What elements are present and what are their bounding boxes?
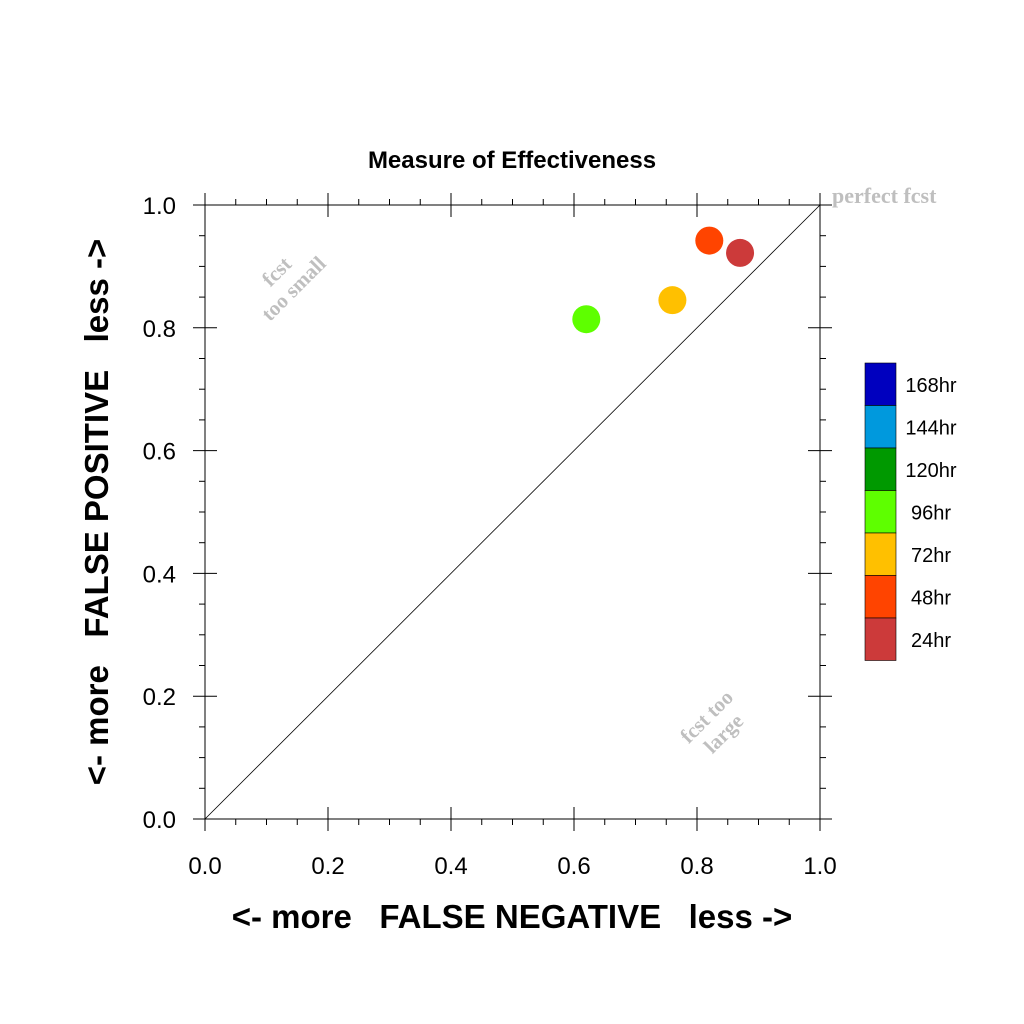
- legend: 168hr 144hr 120hr 96hr 72hr 48hr 24hr: [864, 362, 957, 661]
- point-24hr: [726, 238, 755, 267]
- y-tick-label: 0.8: [143, 316, 176, 343]
- y-tick-label: 1.0: [143, 193, 176, 220]
- plot-area: [193, 193, 832, 831]
- legend-swatch-168hr: [864, 362, 897, 406]
- legend-label-48hr: 48hr: [911, 588, 951, 610]
- legend-swatch-48hr: [864, 575, 897, 619]
- point-96hr: [572, 305, 601, 334]
- legend-swatch-72hr: [864, 532, 897, 576]
- y-tick-labels: 0.0 0.2 0.4 0.6 0.8 1.0: [143, 193, 176, 834]
- x-tick-label: 0.6: [557, 853, 590, 880]
- y-tick-label: 0.0: [143, 807, 176, 834]
- x-axis-label: <- more FALSE NEGATIVE less ->: [232, 898, 793, 935]
- too-small-annotation: fcst too small: [256, 251, 330, 325]
- legend-label-144hr: 144hr: [905, 418, 956, 440]
- x-tick-label: 0.2: [311, 853, 344, 880]
- y-tick-label: 0.4: [143, 561, 176, 588]
- legend-swatch-144hr: [864, 405, 897, 449]
- y-axis-label: <- more FALSE POSITIVE less ->: [78, 239, 115, 786]
- legend-label-24hr: 24hr: [911, 630, 951, 652]
- diagonal-reference-line: [204, 204, 821, 820]
- point-72hr: [658, 286, 687, 315]
- y-tick-label: 0.2: [143, 684, 176, 711]
- legend-label-72hr: 72hr: [911, 545, 951, 567]
- legend-label-120hr: 120hr: [905, 460, 956, 482]
- x-tick-label: 1.0: [803, 853, 836, 880]
- too-large-annotation: fcst too large: [675, 685, 748, 758]
- x-tick-labels: 0.0 0.2 0.4 0.6 0.8 1.0: [188, 853, 836, 880]
- point-48hr: [695, 226, 724, 255]
- legend-label-168hr: 168hr: [905, 375, 956, 397]
- minor-ticks: [199, 199, 826, 825]
- perfect-fcst-annotation: perfect fcst: [832, 183, 937, 208]
- x-tick-label: 0.4: [434, 853, 467, 880]
- chart-title: Measure of Effectiveness: [368, 147, 656, 174]
- plot-frame: [204, 204, 821, 820]
- y-tick-label: 0.6: [143, 439, 176, 466]
- x-tick-label: 0.0: [188, 853, 221, 880]
- x-tick-label: 0.8: [680, 853, 713, 880]
- legend-swatch-120hr: [864, 447, 897, 491]
- data-points: [572, 226, 755, 334]
- legend-label-96hr: 96hr: [911, 503, 951, 525]
- legend-swatch-96hr: [864, 490, 897, 534]
- legend-swatch-24hr: [864, 617, 897, 661]
